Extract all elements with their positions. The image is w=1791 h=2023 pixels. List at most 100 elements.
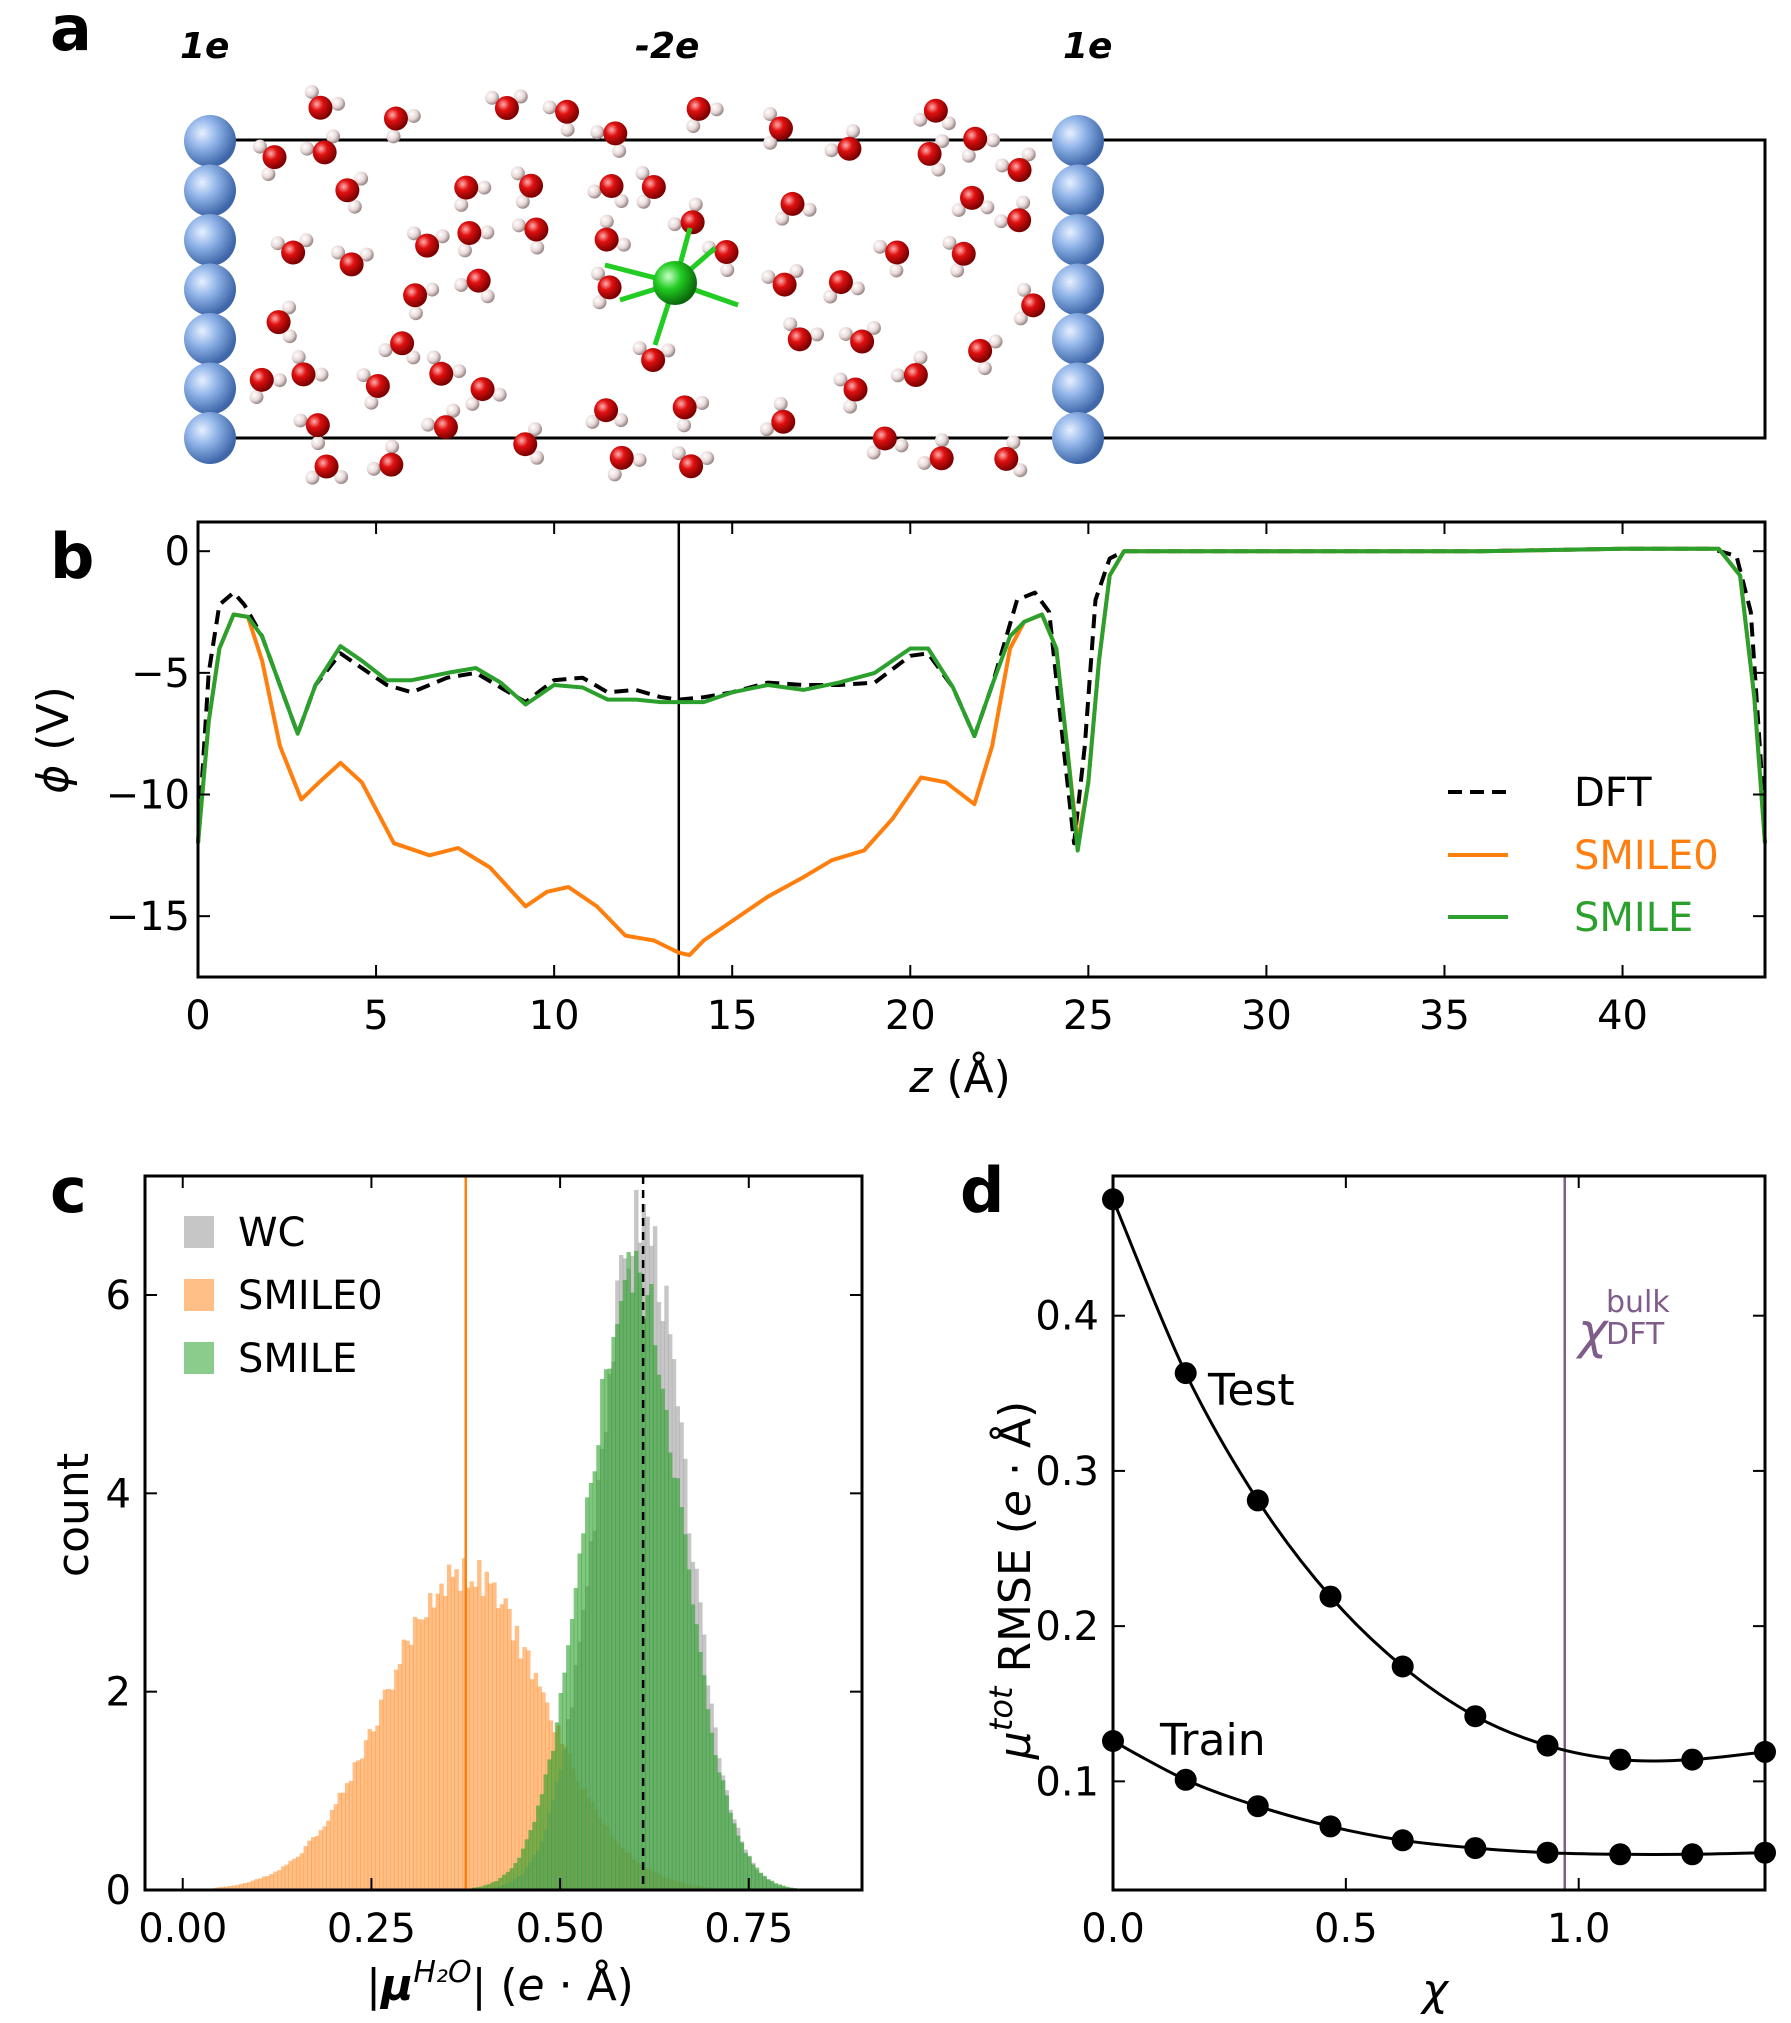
oxygen-atom [365,373,390,398]
hydrogen-atom [314,367,329,382]
histogram-bar [529,1679,535,1890]
hydrogen-atom [720,262,735,277]
water-molecules [249,84,1046,485]
b-x-tick-label: 30 [1241,993,1292,1039]
histogram-bar [536,1805,541,1890]
hydrogen-atom [560,122,575,137]
water-molecule [783,317,825,352]
oxygen-atom [262,145,287,170]
histogram-bar [492,1582,497,1890]
oxygen-atom [305,413,330,438]
hydrogen-atom [446,403,461,418]
hydrogen-atom [612,143,627,158]
oxygen-atom [828,270,853,295]
histogram-bar [254,1879,259,1890]
water-molecule [356,368,390,410]
histogram-bar [220,1886,225,1890]
panel-b-potential-chart: b 0 5 10 15 20 25 30 35 400−5−10−15 z (Å) ϕ (V) … [28,520,1767,1103]
water-molecule [667,197,705,235]
hydrogen-atom [465,396,480,411]
c-y-tick-label: 2 [106,1670,131,1716]
panel-d-rmse-chart: d 0.0 0.5 1.0 0.1 0.2 0.3 0.4 χ μtot RMSE (e ·… [960,1154,1776,2016]
legend-label-smile-hist: SMILE [238,1336,357,1382]
water-molecule [383,106,421,144]
b-legend: DFT SMILE0 SMILE [1448,770,1719,941]
hydrogen-atom [334,470,349,485]
histogram-bar [494,1881,499,1890]
oxygen-atom [454,175,479,200]
histogram-bar [511,1640,516,1890]
histogram-bar [596,1445,601,1890]
legend-label-smile0-hist: SMILE0 [238,1273,383,1319]
histogram-bar [446,1564,452,1890]
histogram-bar [754,1867,760,1890]
c-y-axis-label: count [48,1453,99,1577]
hydrogen-atom [585,414,600,429]
hydrogen-atom [331,96,346,111]
hydrogen-atom [592,295,607,310]
oxygen-atom [308,95,333,120]
oxygen-atom [429,361,454,386]
histogram-bar [394,1669,399,1890]
hydrogen-atom [366,461,381,476]
hydrogen-atom [700,451,715,466]
oxygen-atom [960,185,985,210]
hydrogen-atom [688,197,703,212]
hydrogen-atom [300,141,315,156]
hydrogen-atom [866,320,881,335]
hydrogen-atom [635,166,650,181]
electrode-atom [1052,164,1104,217]
water-molecule [270,233,314,265]
water-molecule [587,174,629,209]
b-x-tick-label: 20 [885,993,936,1039]
electrode-atom [184,362,236,415]
c-legend: WC SMILE0 SMILE [184,1210,383,1382]
electrode-atoms [184,115,1104,464]
hydrogen-atom [850,281,865,296]
water-molecule [994,435,1028,478]
histogram-bar [326,1820,331,1890]
b-y-tick-label: 0 [165,529,190,575]
c-y-tick-label: 4 [106,1471,131,1517]
series-smile0-line [196,546,1767,958]
hydrogen-atom [950,263,965,278]
histogram-bar [675,1478,680,1890]
hydrogen-atom [1016,195,1031,210]
histogram-bar [622,1280,628,1890]
hydrogen-atom [614,413,629,428]
oxygen-atom [266,310,291,335]
histogram-bar [619,1301,624,1890]
b-x-tick-label: 15 [707,993,758,1039]
histogram-bar [686,1569,692,1890]
hydrogen-atom [492,387,507,402]
electrode-atom [184,412,236,464]
oxygen-atom [917,141,942,166]
water-molecule [457,220,495,258]
oxygen-atom [390,331,415,356]
histogram-bar [526,1650,531,1890]
b-x-axis-label: z (Å) [908,1050,1011,1103]
series-smile-line [196,546,1767,853]
hydrogen-atom [426,350,441,365]
water-molecule [511,217,549,255]
histogram-bar [243,1883,248,1890]
water-molecule [702,240,739,277]
hydrogen-atom [480,289,495,304]
hydrogen-atom [632,452,647,467]
hydrogen-atom [935,134,950,149]
hydrogen-atom [931,162,946,177]
water-molecule [838,320,881,354]
histogram-bar [577,1553,582,1890]
water-molecule [465,377,507,411]
water-molecule [249,367,287,405]
charge-label-center: -2e [635,26,699,67]
oxygen-atom [843,377,868,402]
series-smile-bars [471,1250,797,1890]
b-x-tick-label: 10 [529,993,580,1039]
hydrogen-atom [304,84,319,99]
histogram-bar [435,1593,440,1890]
histogram-bar [280,1866,286,1890]
oxygen-atom [494,95,519,120]
histogram-bar [363,1740,369,1890]
hydrogen-atom [761,269,776,284]
